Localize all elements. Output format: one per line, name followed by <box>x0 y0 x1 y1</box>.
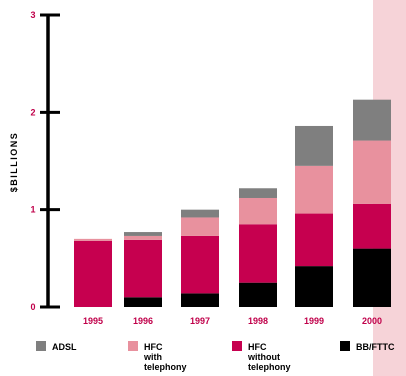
bar-segment <box>181 293 219 307</box>
y-tick-label: 0 <box>30 302 35 312</box>
bar-segment <box>295 213 333 267</box>
legend-label: ADSL <box>52 342 77 352</box>
y-tick-label: 1 <box>30 205 35 215</box>
bar-segment <box>181 235 219 294</box>
y-ticks: 0 1 2 3 <box>30 10 60 312</box>
y-axis-title: $BILLIONS <box>9 132 19 193</box>
legend-label: HFC <box>248 342 267 352</box>
bar-segment <box>124 239 162 298</box>
bar-segment <box>124 232 162 236</box>
x-tick-label: 1997 <box>190 316 210 326</box>
bar-segment <box>239 188 277 198</box>
bar-segment <box>74 238 112 241</box>
bar-segment <box>239 197 277 225</box>
legend-label: telephony <box>144 362 187 372</box>
bar-segment <box>124 297 162 307</box>
x-tick-label: 2000 <box>362 316 382 326</box>
bar-segment <box>295 165 333 214</box>
x-tick-label: 1995 <box>83 316 103 326</box>
x-labels: 1995 1996 1997 1998 1999 2000 <box>83 316 382 326</box>
y-tick-label: 2 <box>30 107 35 117</box>
bar-segment <box>239 224 277 283</box>
bar-segment <box>353 140 391 204</box>
legend-swatch <box>340 341 350 351</box>
legend-label: HFC <box>144 342 163 352</box>
bar-segment <box>295 266 333 307</box>
legend-swatch <box>128 341 138 351</box>
bars <box>74 99 391 307</box>
y-tick-label: 3 <box>30 10 35 20</box>
legend-item: ADSL <box>36 341 77 352</box>
legend-label: BB/FTTC <box>356 342 395 352</box>
x-tick-label: 1996 <box>133 316 153 326</box>
bar-segment <box>353 203 391 249</box>
legend-label: with <box>143 352 162 362</box>
legend-label: without <box>247 352 280 362</box>
legend-label: telephony <box>248 362 291 372</box>
legend-swatch <box>232 341 242 351</box>
x-tick-label: 1999 <box>304 316 324 326</box>
legend-swatch <box>36 341 46 351</box>
x-tick-label: 1998 <box>248 316 268 326</box>
bar-segment <box>295 125 333 166</box>
bar-segment <box>353 248 391 307</box>
bar-segment <box>181 217 219 236</box>
bar-segment <box>239 282 277 307</box>
bar-segment <box>181 209 219 218</box>
bar-segment <box>353 99 391 141</box>
legend-item: BB/FTTC <box>340 341 395 352</box>
legend: ADSL HFCwithtelephonyHFCwithouttelephonyB… <box>36 341 395 372</box>
bar-segment <box>74 240 112 307</box>
bar-segment <box>124 235 162 240</box>
